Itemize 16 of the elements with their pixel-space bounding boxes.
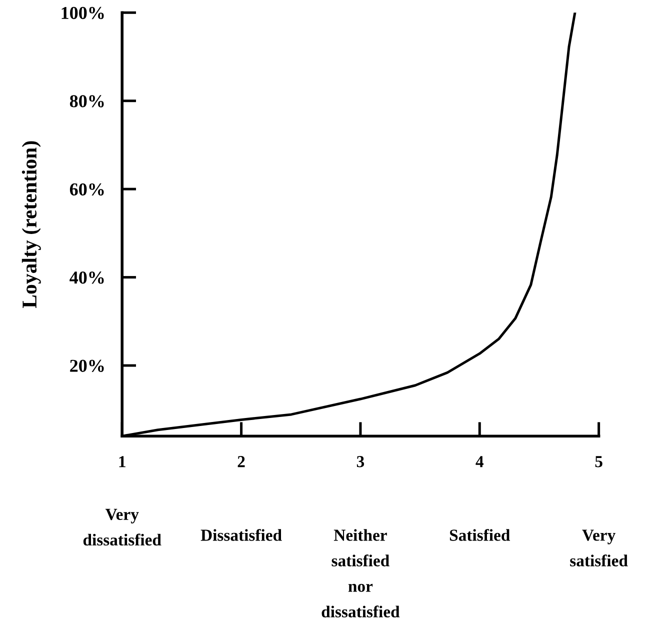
y-tick-label: 20% bbox=[70, 360, 104, 372]
text: Very dissatisfied bbox=[83, 508, 162, 546]
x-tick-label: 4 bbox=[476, 456, 484, 468]
text: Very satisfied bbox=[570, 530, 628, 566]
text: Dissatisfied bbox=[200, 528, 282, 541]
y-tick-label: 40% bbox=[70, 272, 104, 284]
text: Satisfied bbox=[450, 528, 510, 541]
text: Neither satisfied nor dissatisfied bbox=[322, 529, 400, 618]
y-tick-label: 60% bbox=[70, 183, 104, 196]
x-tick-label: 2 bbox=[238, 456, 245, 468]
y-tick-label: 100% bbox=[62, 6, 104, 20]
x-tick-label: 3 bbox=[356, 456, 364, 468]
x-tick-label: 5 bbox=[595, 456, 602, 468]
x-tick-label: 1 bbox=[119, 456, 126, 468]
y-axis-title: Loyalty (retention) bbox=[22, 141, 41, 308]
y-tick-label: 80% bbox=[70, 95, 104, 108]
